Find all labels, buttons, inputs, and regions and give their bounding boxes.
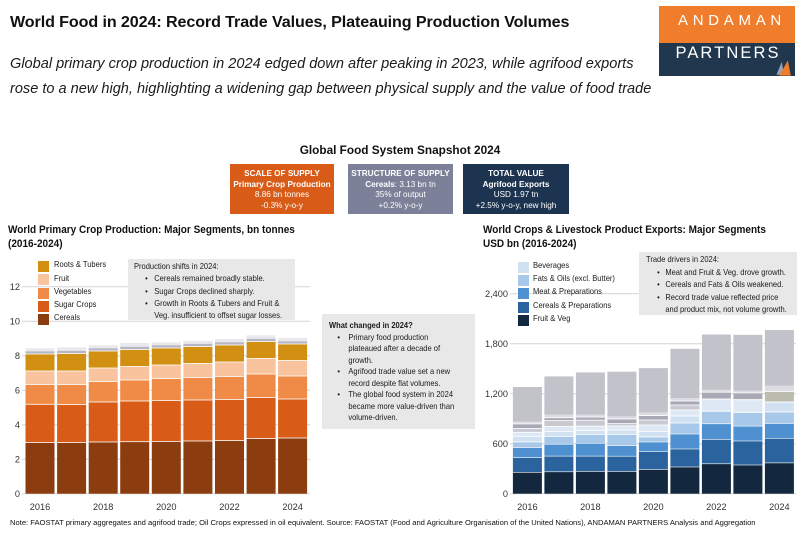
svg-text:2024: 2024 bbox=[769, 502, 789, 512]
svg-text:2022: 2022 bbox=[706, 502, 726, 512]
svg-text:2018: 2018 bbox=[580, 502, 600, 512]
svg-text:2016: 2016 bbox=[517, 502, 537, 512]
svg-text:2,400: 2,400 bbox=[485, 289, 508, 299]
svg-text:8: 8 bbox=[15, 351, 20, 361]
svg-text:1,800: 1,800 bbox=[485, 339, 508, 349]
svg-text:2: 2 bbox=[15, 454, 20, 464]
svg-text:2016: 2016 bbox=[30, 502, 50, 512]
svg-text:600: 600 bbox=[493, 439, 508, 449]
svg-text:2020: 2020 bbox=[643, 502, 663, 512]
svg-text:2018: 2018 bbox=[93, 502, 113, 512]
svg-text:0: 0 bbox=[503, 489, 508, 499]
svg-text:2020: 2020 bbox=[156, 502, 176, 512]
svg-text:2024: 2024 bbox=[282, 502, 302, 512]
svg-text:2022: 2022 bbox=[219, 502, 239, 512]
svg-text:1,200: 1,200 bbox=[485, 389, 508, 399]
svg-text:12: 12 bbox=[10, 282, 20, 292]
svg-text:0: 0 bbox=[15, 489, 20, 499]
svg-text:10: 10 bbox=[10, 316, 20, 326]
svg-text:4: 4 bbox=[15, 420, 20, 430]
svg-text:6: 6 bbox=[15, 385, 20, 395]
